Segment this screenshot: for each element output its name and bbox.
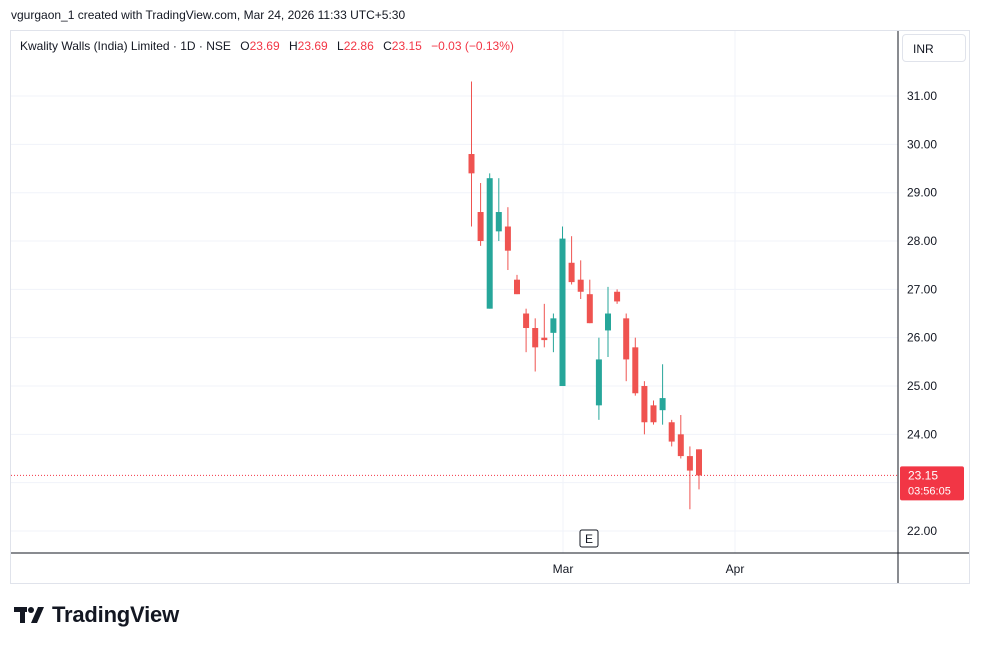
open-value: 23.69 (249, 39, 280, 53)
candle (595, 337, 602, 420)
candle (659, 364, 666, 425)
candle (514, 274, 520, 295)
candle-body (614, 291, 621, 302)
price-badge-value: 23.15 (908, 468, 938, 482)
close-value: 23.15 (391, 39, 422, 53)
candle (477, 183, 484, 246)
event-marker-label: E (585, 532, 593, 546)
candle-body (504, 226, 511, 251)
candle-body (568, 262, 575, 283)
candle-body (696, 449, 702, 476)
candle (550, 313, 557, 353)
candle (632, 337, 639, 396)
candle-body (559, 238, 566, 387)
symbol-legend[interactable]: Kwality Walls (India) Limited · 1D · NSE… (20, 39, 514, 53)
symbol-title[interactable]: Kwality Walls (India) Limited · 1D · NSE (20, 39, 231, 53)
candle-body (523, 313, 530, 329)
candle-body (650, 405, 657, 423)
candle (495, 178, 502, 242)
candle (677, 415, 684, 459)
candle (623, 313, 630, 382)
candle (541, 303, 548, 348)
price-tick-label: 22.00 (907, 524, 937, 538)
candle-body (623, 318, 630, 360)
tradingview-logo-icon (14, 607, 44, 623)
low-value: 22.86 (343, 39, 374, 53)
candle-body (468, 154, 475, 174)
currency-button[interactable]: INR (902, 34, 966, 62)
close-label: C (383, 39, 392, 53)
candle (605, 286, 611, 358)
high-value: 23.69 (297, 39, 328, 53)
tradingview-logo[interactable]: TradingView (14, 602, 179, 628)
price-badge-countdown: 03:56:05 (908, 485, 951, 497)
time-tick-label: Apr (726, 562, 745, 576)
price-tick-label: 25.00 (907, 379, 937, 393)
candle-body (677, 434, 684, 457)
candle-body (577, 279, 584, 292)
candle-body (632, 347, 639, 394)
change-value: −0.03 (−0.13%) (431, 39, 514, 53)
candle (468, 81, 475, 227)
time-tick-label: Mar (553, 562, 574, 576)
tradingview-logo-text: TradingView (52, 602, 179, 627)
price-tick-label: 24.00 (907, 427, 937, 441)
candle-body (605, 313, 611, 331)
high-label: H (289, 39, 298, 53)
candle-body (586, 294, 593, 324)
candle (577, 260, 584, 300)
candle-body (659, 398, 666, 411)
price-badge: 23.15 03:56:05 (900, 466, 964, 501)
candle-body (495, 212, 502, 232)
candle-body (641, 386, 648, 423)
price-tick-label: 26.00 (907, 331, 937, 345)
candle-body (595, 359, 602, 406)
open-label: O (240, 39, 250, 53)
candle (559, 226, 566, 387)
attribution-text: vgurgaon_1 created with TradingView.com,… (11, 8, 406, 22)
candle (650, 400, 657, 425)
candle-body (477, 212, 484, 242)
candle (504, 207, 511, 271)
candle (641, 381, 648, 435)
candles-group (468, 81, 702, 510)
candle (568, 236, 575, 285)
candle (668, 419, 675, 447)
candle-body (686, 456, 693, 471)
price-tick-label: 30.00 (907, 137, 937, 151)
candle-body (514, 279, 520, 295)
candle (686, 446, 693, 510)
low-label: L (337, 39, 344, 53)
price-axis[interactable]: 22.0023.0024.0025.0026.0027.0028.0029.00… (907, 89, 937, 538)
candle-body (486, 178, 493, 309)
time-axis[interactable]: Mar Apr (553, 562, 745, 576)
candle-body (532, 328, 539, 348)
candle-body (541, 337, 548, 341)
candle-body (550, 318, 557, 333)
event-marker[interactable]: E (579, 529, 599, 548)
price-tick-label: 31.00 (907, 89, 937, 103)
candle (532, 318, 539, 372)
price-tick-label: 28.00 (907, 234, 937, 248)
price-tick-label: 29.00 (907, 186, 937, 200)
candle-body (668, 422, 675, 442)
grid-lines (11, 31, 898, 553)
candle (486, 173, 493, 309)
candle (614, 289, 621, 304)
candle (523, 308, 530, 353)
price-tick-label: 27.00 (907, 282, 937, 296)
candle (586, 279, 593, 324)
candle (696, 449, 702, 490)
